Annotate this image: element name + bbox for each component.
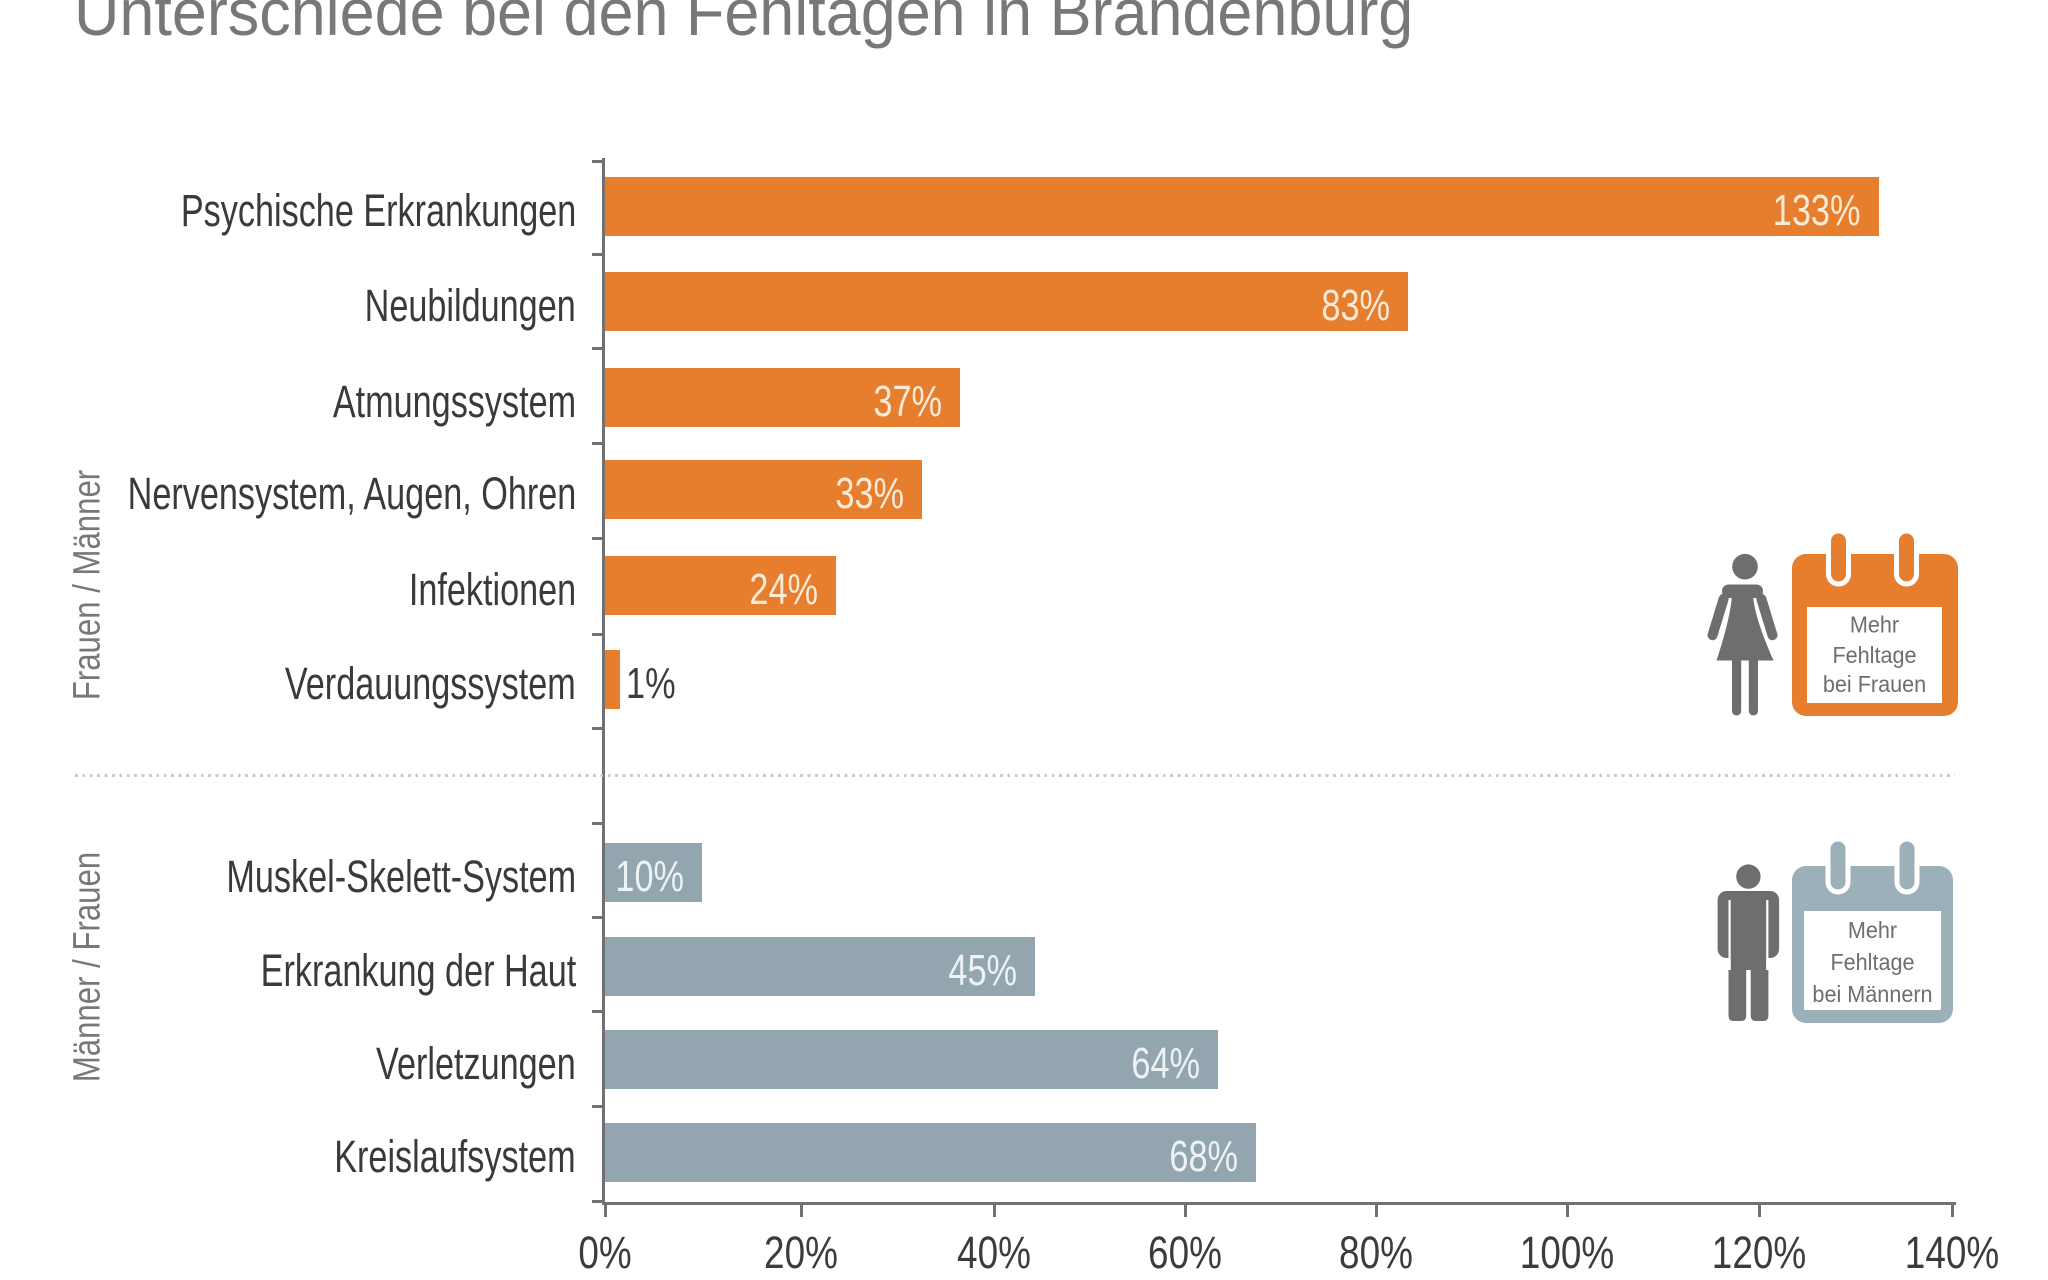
svg-text:Fehltage: Fehltage bbox=[1830, 949, 1914, 975]
svg-text:Fehltage: Fehltage bbox=[1832, 642, 1916, 668]
svg-text:bei Männern: bei Männern bbox=[1812, 981, 1932, 1007]
svg-text:Mehr: Mehr bbox=[1848, 917, 1898, 943]
svg-text:bei Frauen: bei Frauen bbox=[1823, 671, 1926, 697]
svg-text:Mehr: Mehr bbox=[1850, 612, 1900, 638]
